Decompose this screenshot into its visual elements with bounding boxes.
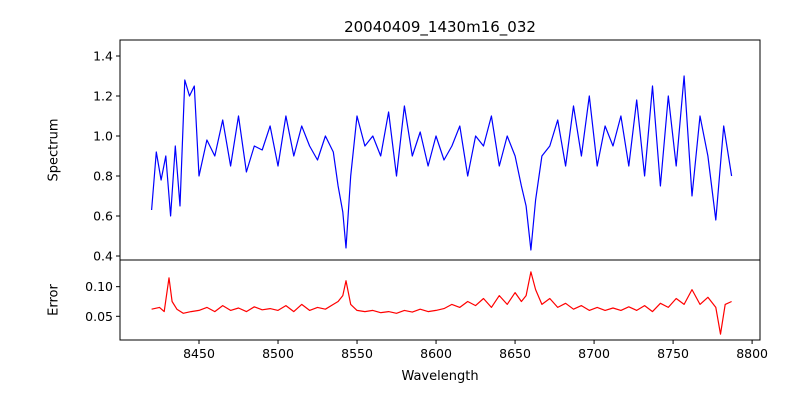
spectrum-line [151,75,733,251]
x-tick-label: 8600 [420,346,452,361]
y-tick-label: 0.6 [93,209,113,224]
chart-title: 20040409_1430m16_032 [344,18,536,37]
error-panel: 0.05 0.10 8450 8500 8550 8600 8650 8700 8750 880… [47,259,768,384]
x-tick-label: 8500 [262,346,294,361]
error-y-axis: 0.05 0.10 [85,279,120,324]
spectrum-panel: 20040409_1430m16_032 0.40.60.81.01.21.4 … [47,18,761,264]
x-tick-label: 8700 [578,346,610,361]
x-tick-label: 8450 [183,346,215,361]
y-tick-label: 0.8 [93,169,113,184]
y-tick-label: 0.05 [85,309,113,324]
x-tick-label: 8550 [341,346,373,361]
x-tick-label: 8750 [657,346,689,361]
error-series [151,271,732,335]
error-axes-frame [119,259,761,341]
y-tick-label: 1.4 [93,49,113,64]
spectrum-series [151,75,733,251]
x-tick-label: 8800 [736,346,768,361]
spectrum-y-axis: 0.4 0.6 0.8 1.0 1.2 1.4 [93,49,120,264]
y-tick-label: 1.0 [93,129,113,144]
error-line [151,271,732,335]
y-tick-label: 1.2 [93,89,113,104]
error-y-label: Error [47,284,62,316]
wavelength-x-axis: 8450 8500 8550 8600 8650 8700 8750 8800 [183,340,768,361]
spectrum-y-label: Spectrum [47,119,62,182]
y-tick-label: 0.4 [93,249,113,264]
wavelength-x-label: Wavelength [401,369,478,384]
x-tick-label: 8650 [499,346,531,361]
y-tick-label: 0.10 [85,279,113,294]
